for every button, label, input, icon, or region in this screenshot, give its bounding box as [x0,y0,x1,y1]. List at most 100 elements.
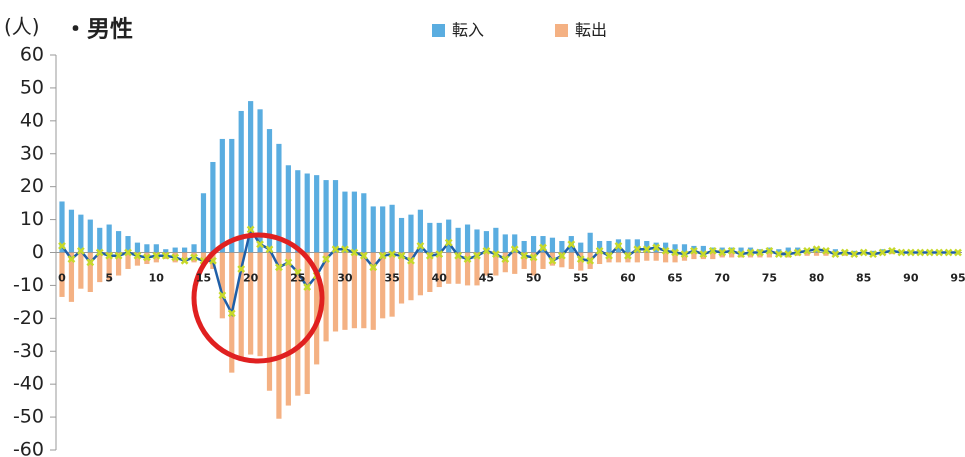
bar [238,252,244,362]
bar [747,247,754,253]
net-marker [256,240,264,249]
bar [653,252,659,261]
bar [804,252,810,256]
marker-cross [614,242,623,250]
bar [172,247,178,253]
bar [97,227,103,253]
bar [530,236,537,253]
net-marker [463,255,472,263]
bar [700,245,706,253]
bar [766,252,772,258]
net-marker [227,309,236,318]
bar [483,231,490,253]
marker-cross [322,255,330,263]
marker-cross [746,248,755,257]
marker-cross [944,248,953,257]
net-marker [916,248,925,257]
bar [502,234,508,253]
bar [540,236,546,253]
bar [370,206,376,253]
marker-cross [152,251,161,260]
marker-cross [576,255,585,263]
y-tick-label: 0 [32,241,44,263]
net-marker [878,248,887,257]
y-tick-label: 50 [20,76,44,98]
bar [757,252,763,258]
y-tick-label: 30 [20,142,44,164]
marker-cross [840,248,849,257]
marker-cross [444,238,453,247]
y-tick-label: -10 [13,274,44,296]
net-marker [850,250,859,259]
x-tick-label: 85 [856,272,871,285]
x-tick-label: 35 [384,272,399,285]
net-marker [831,250,840,259]
bar [823,252,829,256]
chart-title: ・男性 [64,17,133,43]
net-marker [265,245,274,254]
bar [785,247,791,253]
bar [493,227,499,253]
marker-cross [925,248,934,257]
net-marker [614,242,623,250]
marker-cross [350,248,359,257]
bar [398,252,405,304]
bar [323,252,329,342]
bar [719,247,725,253]
x-tick-label: 75 [762,272,777,285]
marker-cross [869,250,877,259]
net-marker [246,225,255,234]
marker-cross [407,256,415,265]
net-marker [954,248,962,257]
net-marker [501,255,510,263]
net-marker [114,251,123,260]
marker-cross [388,250,396,259]
net-marker [143,253,151,262]
bar [125,236,131,253]
bar [597,252,603,265]
marker-cross [463,255,472,263]
marker-cross [171,253,180,262]
net-marker [840,248,849,257]
net-marker [482,246,491,255]
net-marker [774,250,783,259]
marker-cross [425,251,434,260]
bar [464,224,471,253]
net-marker [888,246,896,255]
bar [59,201,65,253]
bar [559,252,565,268]
marker-cross [416,242,425,250]
bar [351,252,357,329]
bar [776,249,782,253]
bar [446,252,452,284]
bar [408,252,414,301]
bar [615,252,622,263]
x-tick-label: 20 [243,272,259,285]
net-marker [784,250,793,259]
x-tick-label: 0 [58,272,66,285]
net-marker [586,256,595,265]
bar [634,252,640,263]
x-tick-label: 15 [196,272,211,285]
marker-cross [303,283,312,291]
net-marker [95,248,104,257]
marker-cross [567,240,576,249]
net-marker [869,250,877,259]
net-marker [633,245,642,254]
marker-cross [105,251,114,260]
bar [681,252,688,261]
marker-cross [397,251,406,260]
bar [408,214,414,253]
bar [502,252,508,273]
bar [219,138,225,253]
net-marker [378,251,387,260]
net-marker [897,248,906,257]
marker-cross [378,251,387,260]
bar [285,252,291,406]
marker-cross [67,255,76,263]
y-tick-label: 60 [20,44,44,66]
bar [295,252,301,396]
marker-cross [756,248,764,257]
bar [530,252,537,276]
